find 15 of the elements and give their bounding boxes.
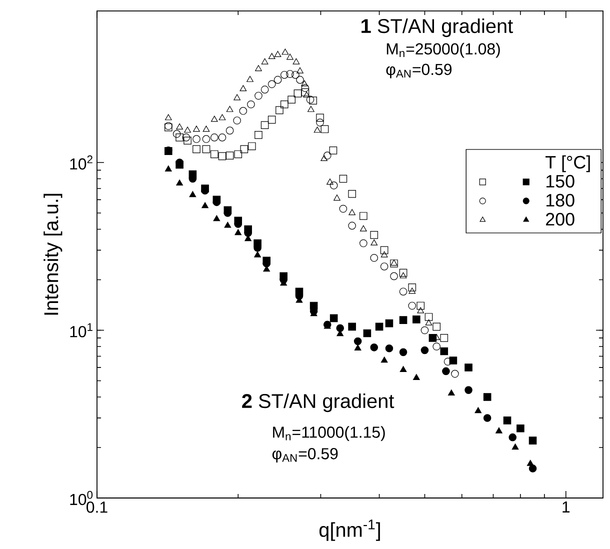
annotation: M$_{n}$=11000(1.15): [273, 426, 385, 441]
annotation: φ$_{AN}$=0.59: [386, 64, 452, 78]
legend-title: T [°C]: [546, 155, 590, 172]
y-tick-label: 10$^{2}$: [70, 155, 92, 170]
annotation: 1 ST/AN gradient: [362, 18, 513, 38]
legend-label: 180: [546, 194, 574, 207]
x-tick-label: 1: [562, 502, 570, 512]
legend-label: 200: [546, 212, 574, 226]
legend-label: 150: [546, 174, 574, 188]
y-tick-label: 10$^{1}$: [70, 323, 92, 338]
annotation: φ$_{AN}$=0.59: [272, 448, 338, 462]
y-axis-title: Intensity [a.u.]: [44, 194, 62, 315]
annotation: 2 ST/AN gradient: [242, 393, 394, 412]
annotation: M$_{n}$=25000(1.08): [386, 42, 500, 58]
x-axis-title: q[nm$^{-1}$]: [319, 520, 380, 541]
